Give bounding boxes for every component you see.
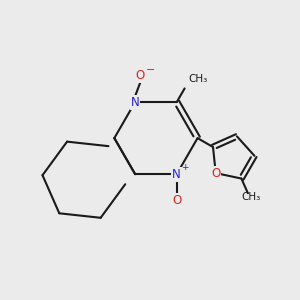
Text: O: O bbox=[211, 167, 220, 180]
Text: N: N bbox=[172, 168, 181, 181]
Text: CH₃: CH₃ bbox=[188, 74, 207, 84]
Text: O: O bbox=[172, 194, 182, 207]
Text: −: − bbox=[146, 65, 156, 75]
Text: N: N bbox=[131, 96, 140, 109]
Text: CH₃: CH₃ bbox=[241, 192, 260, 202]
Text: O: O bbox=[136, 69, 145, 82]
Text: +: + bbox=[181, 163, 189, 172]
